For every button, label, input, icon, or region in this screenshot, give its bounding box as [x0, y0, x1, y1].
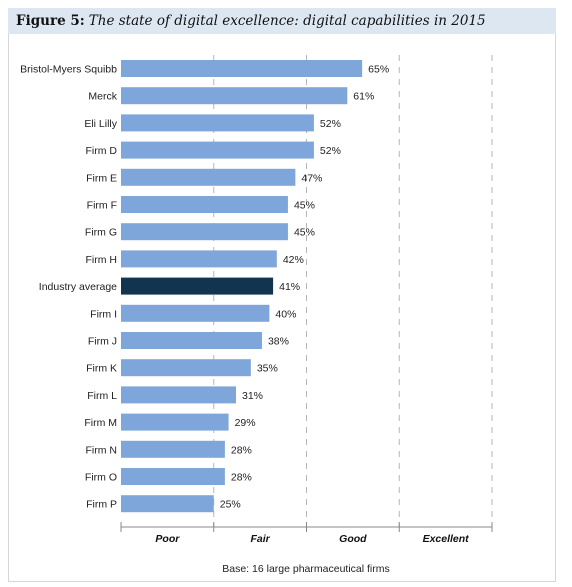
- value-label-16: 25%: [220, 499, 241, 511]
- bar-11: [121, 359, 251, 377]
- category-label-12: Firm L: [87, 390, 117, 402]
- bar-2: [121, 114, 314, 132]
- value-label-12: 31%: [242, 390, 263, 402]
- value-label-3: 52%: [320, 145, 341, 157]
- category-label-4: Firm E: [86, 172, 117, 184]
- category-label-13: Firm M: [84, 417, 117, 429]
- bar-0: [121, 60, 363, 77]
- bar-15: [121, 468, 225, 485]
- category-label-11: Firm K: [86, 363, 117, 375]
- bar-9: [121, 304, 270, 322]
- value-label-11: 35%: [257, 363, 278, 375]
- bar-12: [121, 386, 237, 404]
- figure-label: Figure 5:: [16, 13, 85, 29]
- bars: Bristol-Myers Squibb 65% Merck 61% Eli Lilly…: [20, 60, 389, 513]
- category-label-3: Firm D: [86, 145, 118, 157]
- value-label-14: 28%: [231, 444, 252, 456]
- category-label-0: Bristol-Myers Squibb: [20, 64, 117, 76]
- category-label-15: Firm O: [85, 472, 117, 484]
- category-label-7: Firm H: [86, 254, 118, 266]
- value-label-5: 45%: [294, 200, 315, 212]
- category-label-8: Industry average: [39, 281, 117, 293]
- x-axis: Poor Fair Good Excellent: [120, 522, 493, 545]
- figure-title-bar: Figure 5: The state of digital excellenc…: [8, 8, 556, 34]
- value-label-2: 52%: [320, 118, 341, 130]
- value-label-10: 38%: [268, 336, 289, 348]
- band-label-0: Poor: [155, 533, 180, 545]
- band-label-3: Excellent: [423, 533, 470, 545]
- bar-4: [121, 168, 296, 186]
- category-label-16: Firm P: [86, 499, 117, 511]
- bar-5: [121, 196, 288, 213]
- value-label-8: 41%: [279, 281, 300, 293]
- bar-14: [121, 440, 225, 458]
- bar-1: [121, 87, 348, 105]
- band-label-1: Fair: [250, 533, 270, 545]
- value-label-4: 47%: [301, 172, 322, 184]
- figure-title: The state of digital excellence: digital…: [88, 13, 486, 29]
- category-label-6: Firm G: [85, 227, 117, 239]
- bar-7: [121, 250, 277, 268]
- bar-6: [121, 223, 288, 241]
- category-label-2: Eli Lilly: [84, 118, 117, 130]
- value-label-15: 28%: [231, 472, 252, 484]
- bar-13: [121, 413, 229, 431]
- value-label-7: 42%: [283, 254, 304, 266]
- category-label-10: Firm J: [88, 336, 117, 348]
- figure-frame: [8, 34, 556, 582]
- category-label-5: Firm F: [87, 200, 117, 212]
- value-label-1: 61%: [353, 91, 374, 103]
- value-label-9: 40%: [275, 308, 296, 320]
- bar-3: [121, 141, 314, 159]
- value-label-0: 65%: [368, 64, 389, 76]
- category-label-1: Merck: [88, 91, 117, 103]
- value-label-13: 29%: [235, 417, 256, 429]
- bar-16: [121, 495, 214, 513]
- base-footnote: Base: 16 large pharmaceutical firms: [222, 563, 390, 575]
- bar-10: [121, 332, 262, 349]
- band-label-2: Good: [339, 533, 367, 545]
- category-label-9: Firm I: [90, 308, 117, 320]
- category-label-14: Firm N: [86, 444, 118, 456]
- value-label-6: 45%: [294, 227, 315, 239]
- bar-8: [121, 277, 274, 295]
